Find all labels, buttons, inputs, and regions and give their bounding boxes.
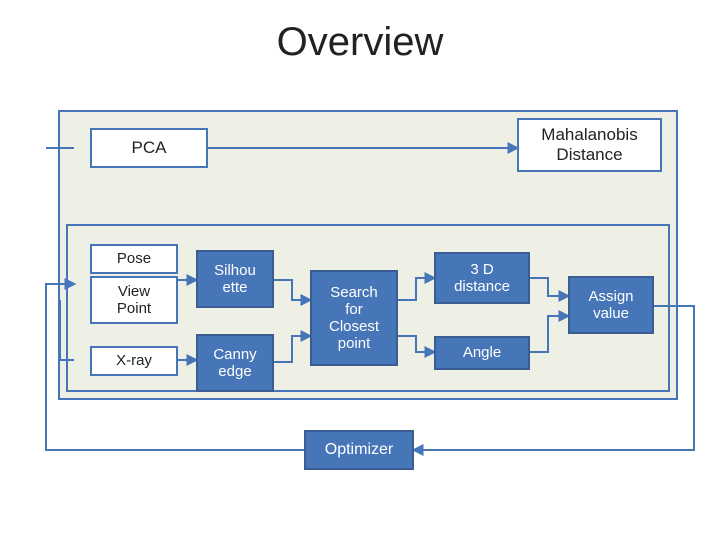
- node-assign: Assignvalue: [568, 276, 654, 334]
- node-silhouette: Silhouette: [196, 250, 274, 308]
- node-optimizer: Optimizer: [304, 430, 414, 470]
- node-mahalanobis: MahalanobisDistance: [517, 118, 662, 172]
- node-3d-distance: 3 Ddistance: [434, 252, 530, 304]
- page-title: Overview: [0, 20, 720, 65]
- node-xray: X-ray: [90, 346, 178, 376]
- node-pca: PCA: [90, 128, 208, 168]
- node-viewpoint: ViewPoint: [90, 276, 178, 324]
- node-angle: Angle: [434, 336, 530, 370]
- node-pose: Pose: [90, 244, 178, 274]
- node-search: SearchforClosestpoint: [310, 270, 398, 366]
- diagram-stage: Overview PCA MahalanobisDistance Pose Vi…: [0, 0, 720, 540]
- node-canny: Cannyedge: [196, 334, 274, 392]
